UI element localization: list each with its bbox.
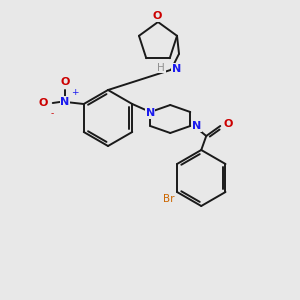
Text: H: H <box>157 63 165 73</box>
Text: O: O <box>223 119 232 129</box>
Text: O: O <box>38 98 48 108</box>
Text: N: N <box>172 64 181 74</box>
Text: -: - <box>51 109 54 118</box>
Text: N: N <box>60 97 69 107</box>
Text: +: + <box>71 88 78 97</box>
Text: Br: Br <box>163 194 174 204</box>
Text: N: N <box>146 108 155 118</box>
Text: O: O <box>60 77 69 87</box>
Text: O: O <box>152 11 162 21</box>
Text: N: N <box>192 121 202 131</box>
